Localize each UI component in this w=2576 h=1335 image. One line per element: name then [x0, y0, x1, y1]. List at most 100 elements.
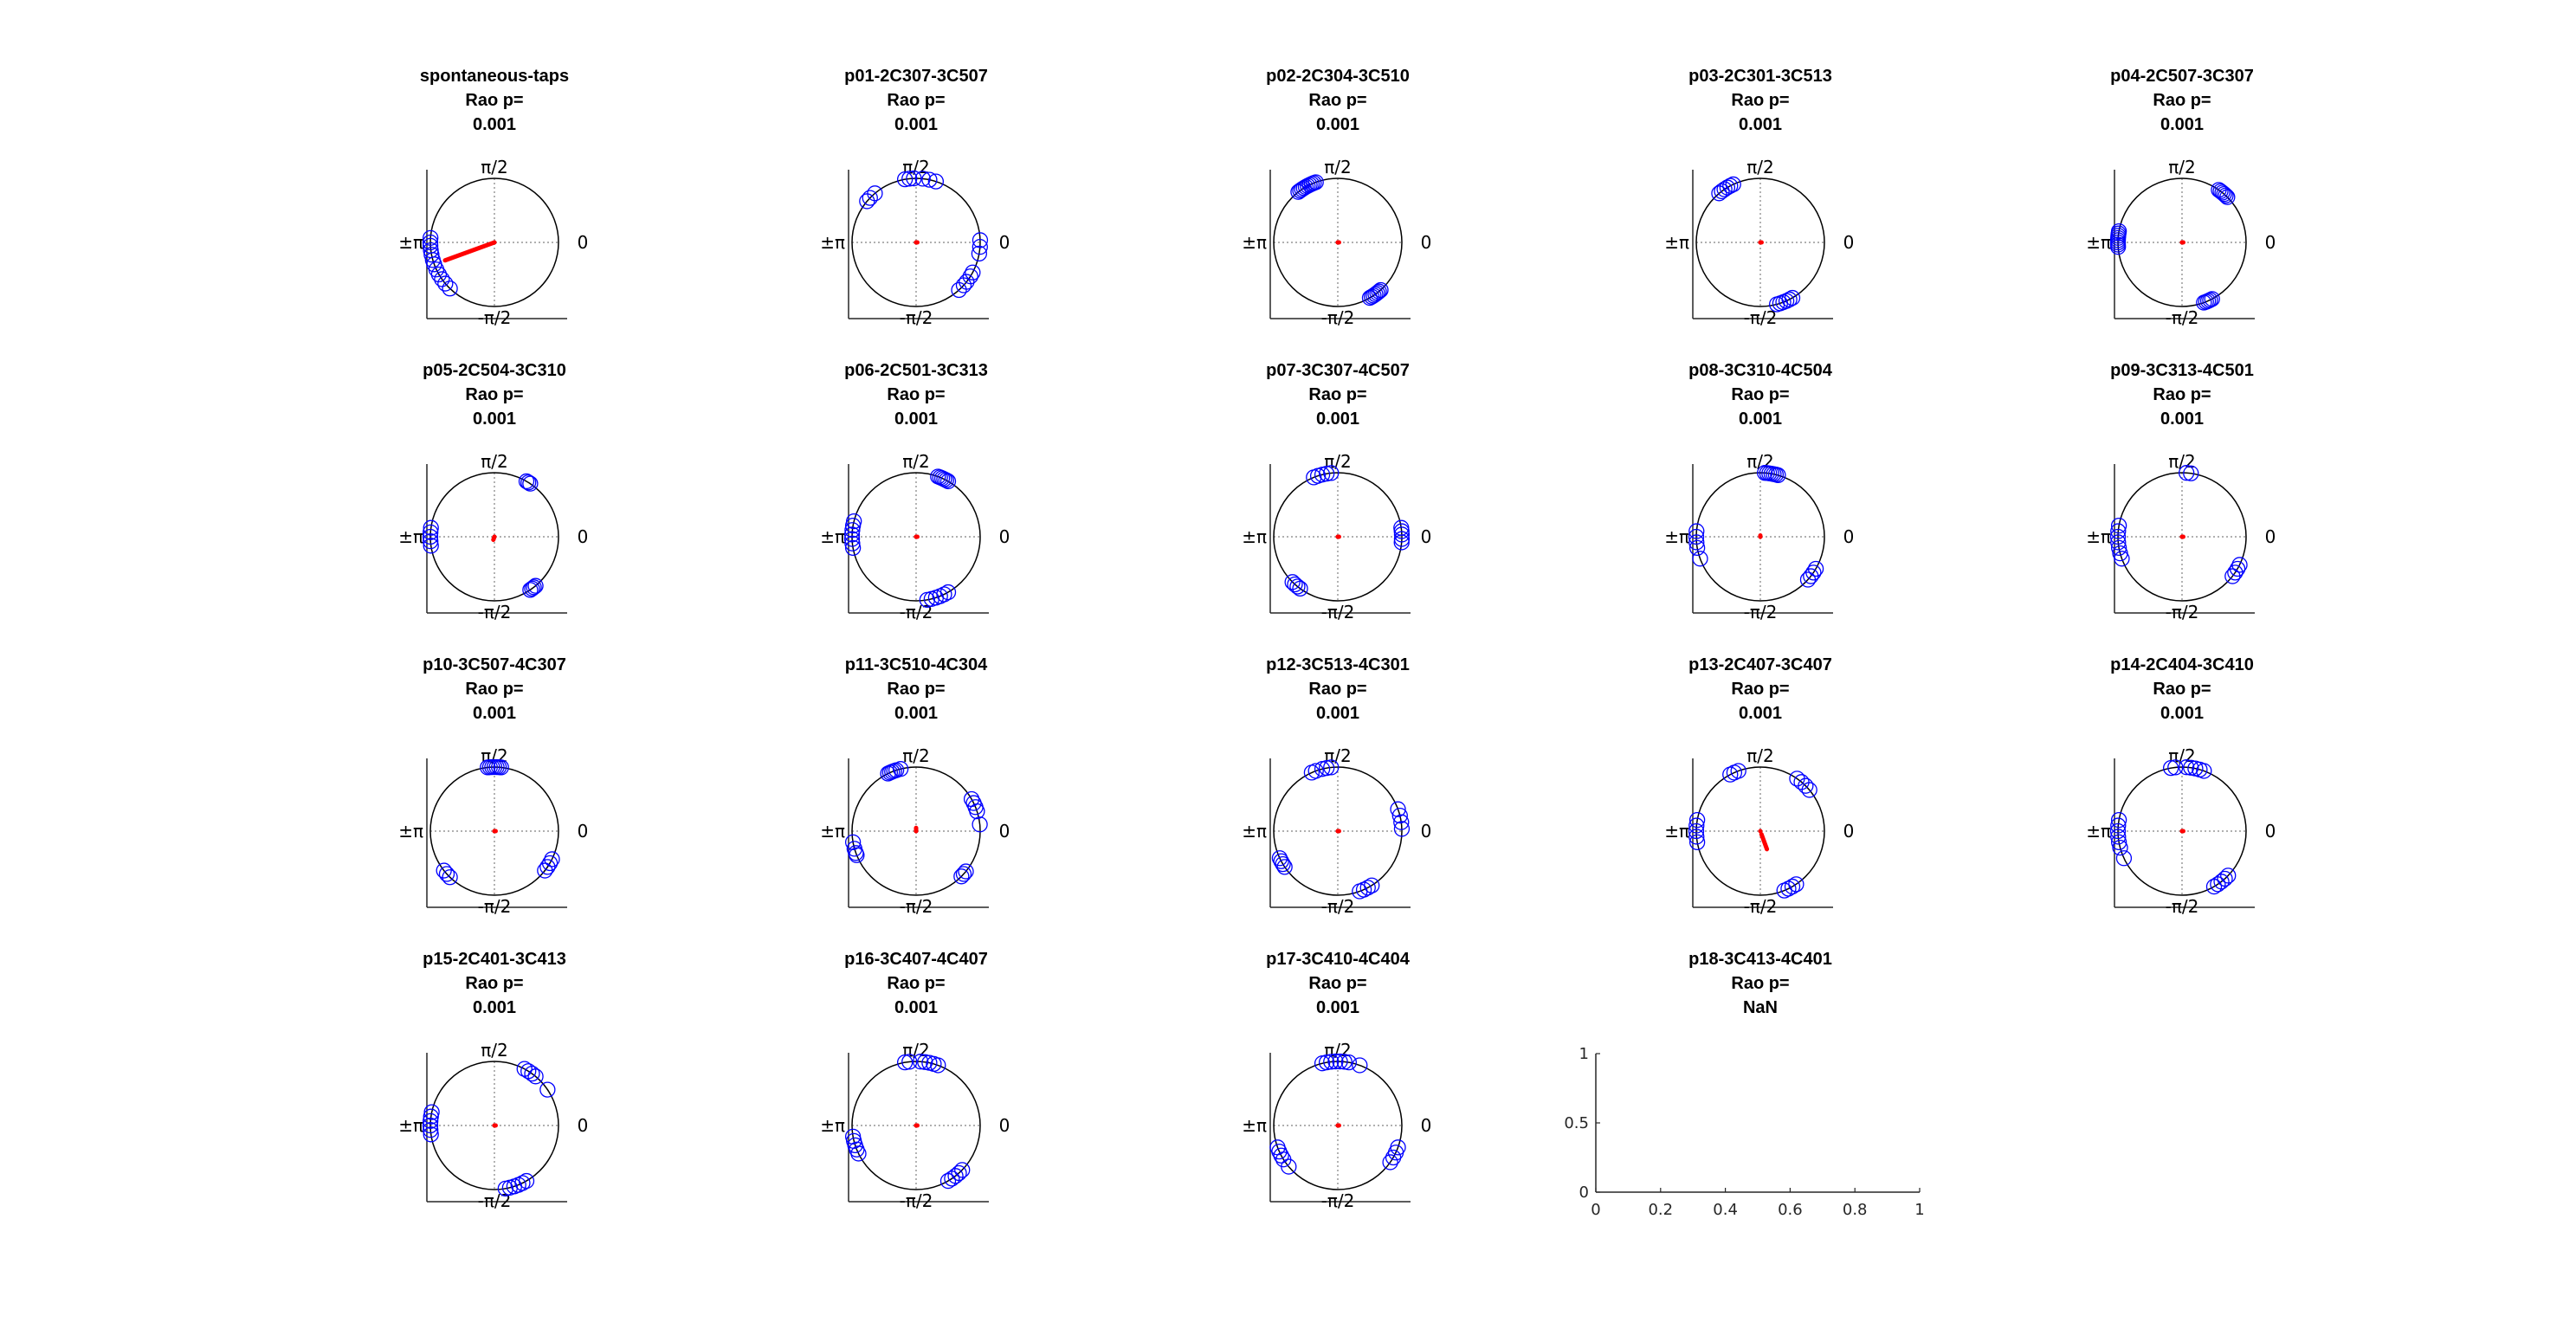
panel-title: p12-3C513-4C301 — [1266, 655, 1410, 674]
mean-vector-origin — [492, 534, 497, 539]
unit-circle — [429, 472, 559, 602]
data-point — [2204, 291, 2220, 307]
data-point — [1788, 876, 1804, 893]
data-point — [1688, 822, 1705, 840]
tick-label-left: ±π — [1242, 1115, 1267, 1136]
rao-p-value: 0.001 — [1316, 998, 1359, 1017]
tick-label-right: 0 — [1421, 526, 1432, 547]
data-point — [2109, 528, 2127, 545]
panel-5: p04-2C507-3C307 Rao p= 0.001 π/2 -π/2 ±π 0 — [2086, 67, 2276, 328]
data-point — [2110, 834, 2127, 850]
data-point — [2217, 870, 2233, 887]
mean-vector-origin — [914, 534, 919, 539]
tick-label-right: 0 — [2265, 821, 2276, 842]
panel-15: p14-2C404-3C410 Rao p= 0.001 π/2 -π/2 ±π 0 — [2086, 655, 2276, 917]
data-point — [844, 535, 861, 551]
data-point — [422, 234, 439, 251]
tick-label-left: ±π — [398, 526, 423, 547]
panel-title: p02-2C304-3C510 — [1266, 67, 1410, 86]
data-point — [423, 246, 440, 263]
panel-title: p14-2C404-3C410 — [2110, 655, 2254, 674]
data-point — [541, 855, 558, 872]
data-point — [1688, 539, 1706, 556]
tick-label-left: ±π — [2086, 232, 2111, 253]
rao-label: Rao p= — [465, 974, 523, 993]
data-point — [1332, 1053, 1348, 1070]
data-point — [913, 1054, 929, 1070]
data-point — [2110, 523, 2127, 539]
tick-label-right: 0 — [578, 821, 589, 842]
data-point — [2216, 186, 2232, 203]
data-point — [1276, 859, 1293, 875]
mean-vector-origin — [1335, 240, 1340, 245]
data-point — [1688, 829, 1705, 845]
panel-title: p01-2C307-3C507 — [844, 67, 988, 86]
data-point — [1711, 185, 1727, 202]
data-point — [423, 533, 439, 550]
data-point — [844, 539, 862, 556]
unit-circle — [2117, 177, 2247, 307]
data-point — [1789, 771, 1805, 787]
data-point — [2110, 829, 2127, 845]
data-point — [544, 851, 560, 867]
data-point — [1393, 519, 1410, 536]
data-point — [423, 538, 439, 554]
data-point — [436, 862, 452, 879]
data-point — [2202, 292, 2218, 308]
data-point — [1271, 1143, 1288, 1160]
data-point — [526, 579, 542, 596]
tick-label-top: π/2 — [2168, 745, 2196, 766]
data-point — [844, 834, 862, 850]
tick-label-bottom: -π/2 — [2166, 307, 2199, 328]
panel-12: p11-3C510-4C304 Rao p= 0.001 π/2 -π/2 ±π 0 — [820, 655, 1010, 917]
data-point — [539, 1081, 556, 1098]
data-point — [520, 474, 537, 491]
data-point — [520, 1063, 537, 1080]
mean-vector-origin — [1335, 534, 1340, 539]
data-point — [1390, 1139, 1406, 1156]
data-point — [423, 524, 439, 540]
tick-label-bottom: -π/2 — [2166, 602, 2199, 622]
data-point — [2229, 560, 2246, 577]
data-point — [947, 1168, 964, 1184]
data-point — [1793, 774, 1810, 790]
mean-vector-origin — [492, 240, 497, 245]
data-point — [1273, 1147, 1289, 1164]
data-point — [2163, 759, 2179, 777]
tick-label-right: 0 — [1421, 1115, 1432, 1136]
data-point — [2115, 850, 2133, 867]
data-point — [442, 869, 458, 886]
mean-vector — [1759, 831, 1770, 852]
tick-label-top: π/2 — [1324, 1040, 1352, 1061]
tick-label-bottom: -π/2 — [1321, 602, 1355, 622]
panel-title: p15-2C401-3C413 — [423, 950, 566, 969]
data-point — [1757, 465, 1773, 481]
data-point — [897, 1054, 914, 1071]
panel-title: p04-2C507-3C307 — [2110, 67, 2254, 86]
tick-label-bottom: -π/2 — [1321, 307, 1355, 328]
data-point — [1393, 531, 1411, 547]
rao-label: Rao p= — [887, 680, 945, 699]
mean-vector-origin — [492, 829, 497, 834]
data-point — [917, 1054, 933, 1070]
data-point — [1323, 1054, 1340, 1070]
data-point — [953, 868, 970, 885]
panel-10: p09-3C313-4C501 Rao p= 0.001 π/2 -π/2 ±π 0 — [2086, 361, 2276, 622]
rao-label: Rao p= — [1731, 680, 1789, 699]
data-point — [2109, 822, 2127, 840]
unit-circle — [1695, 177, 1825, 307]
data-point — [1303, 764, 1320, 781]
panel-title: p16-3C407-4C407 — [844, 950, 988, 969]
tick-label-bottom: -π/2 — [478, 602, 512, 622]
mean-vector-origin — [914, 829, 919, 834]
data-point — [1367, 286, 1384, 303]
unit-circle — [429, 1061, 559, 1190]
data-point — [1372, 281, 1389, 299]
rao-label: Rao p= — [2153, 680, 2211, 699]
rao-p-value: 0.001 — [473, 115, 516, 134]
data-point — [423, 229, 439, 246]
tick-label-right: 0 — [2265, 526, 2276, 547]
data-point — [1281, 1158, 1297, 1175]
data-point — [850, 1145, 867, 1162]
data-point — [1359, 880, 1376, 896]
